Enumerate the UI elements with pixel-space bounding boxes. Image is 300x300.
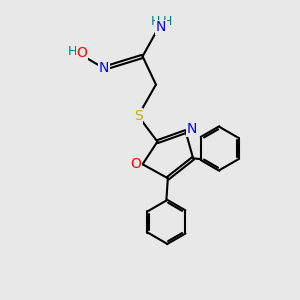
Text: H: H [162,15,172,28]
Text: S: S [134,109,142,123]
Text: N: N [99,61,109,75]
Text: H: H [68,45,77,58]
Text: N: N [156,20,166,34]
Text: O: O [130,157,142,171]
Text: O: O [76,46,87,60]
Text: N: N [186,122,197,136]
Text: H: H [151,15,160,28]
